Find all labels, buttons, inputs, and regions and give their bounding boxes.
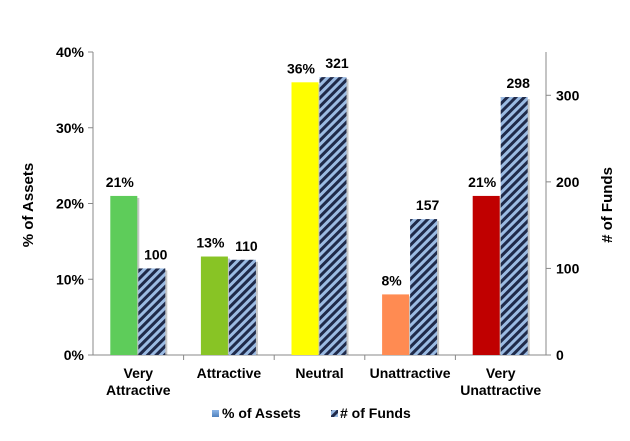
y-tick-label-1: 10% [56,271,85,287]
data-label-assets-0: 21% [106,174,135,190]
data-labels-group: 21% 100 13% 110 36% 321 8% 157 21% 298 [106,55,530,288]
bar-funds-2 [319,77,347,355]
bar-assets-2 [291,82,319,356]
data-label-funds-0: 100 [144,246,168,262]
x-tick-label-4-line-0: Very [486,365,516,381]
x-tick-label-0-line-0: Very [124,365,154,381]
x-tick-label-4-line-1: Unattractive [460,382,541,398]
y2-tick-label-3: 300 [556,87,580,103]
y2-tick-label-0: 0 [556,347,564,363]
data-label-funds-3: 157 [416,197,440,213]
bar-assets-1 [200,256,228,355]
legend-swatch-funds [331,410,338,417]
data-label-assets-4: 21% [468,174,497,190]
x-tick-label-3: Unattractive [370,365,451,381]
data-label-assets-2: 36% [287,60,316,76]
bar-assets-3 [382,294,410,355]
legend-label-funds: # of Funds [340,405,411,421]
y2-tick-label-2: 200 [556,174,580,190]
bar-assets-4 [472,195,500,355]
data-label-funds-1: 110 [235,238,258,254]
bar-funds-1 [228,259,256,355]
bars-group [110,77,530,356]
bar-funds-0 [138,268,166,355]
y-axis-label: % of Assets [20,163,37,247]
legend: % of Assets # of Funds [212,405,411,421]
bar-funds-4 [500,97,528,355]
data-label-assets-1: 13% [196,235,225,251]
data-label-funds-2: 321 [325,55,349,71]
x-tick-label-1: Attractive [197,365,262,381]
data-label-funds-4: 298 [507,75,531,91]
bar-funds-3 [410,219,438,355]
x-tick-label-2: Neutral [295,365,343,381]
y-tick-label-3: 30% [56,120,85,136]
bar-assets-0 [110,195,138,355]
y2-axis-label: # of Funds [599,167,616,243]
legend-swatch-assets [212,410,219,417]
y-tick-label-0: 0% [64,347,85,363]
x-tick-label-0-line-1: Attractive [106,382,171,398]
legend-label-assets: % of Assets [222,405,301,421]
y-tick-label-4: 40% [56,44,85,60]
y2-tick-label-1: 100 [556,260,580,276]
data-label-assets-3: 8% [381,272,402,288]
y-tick-label-2: 20% [56,196,85,212]
